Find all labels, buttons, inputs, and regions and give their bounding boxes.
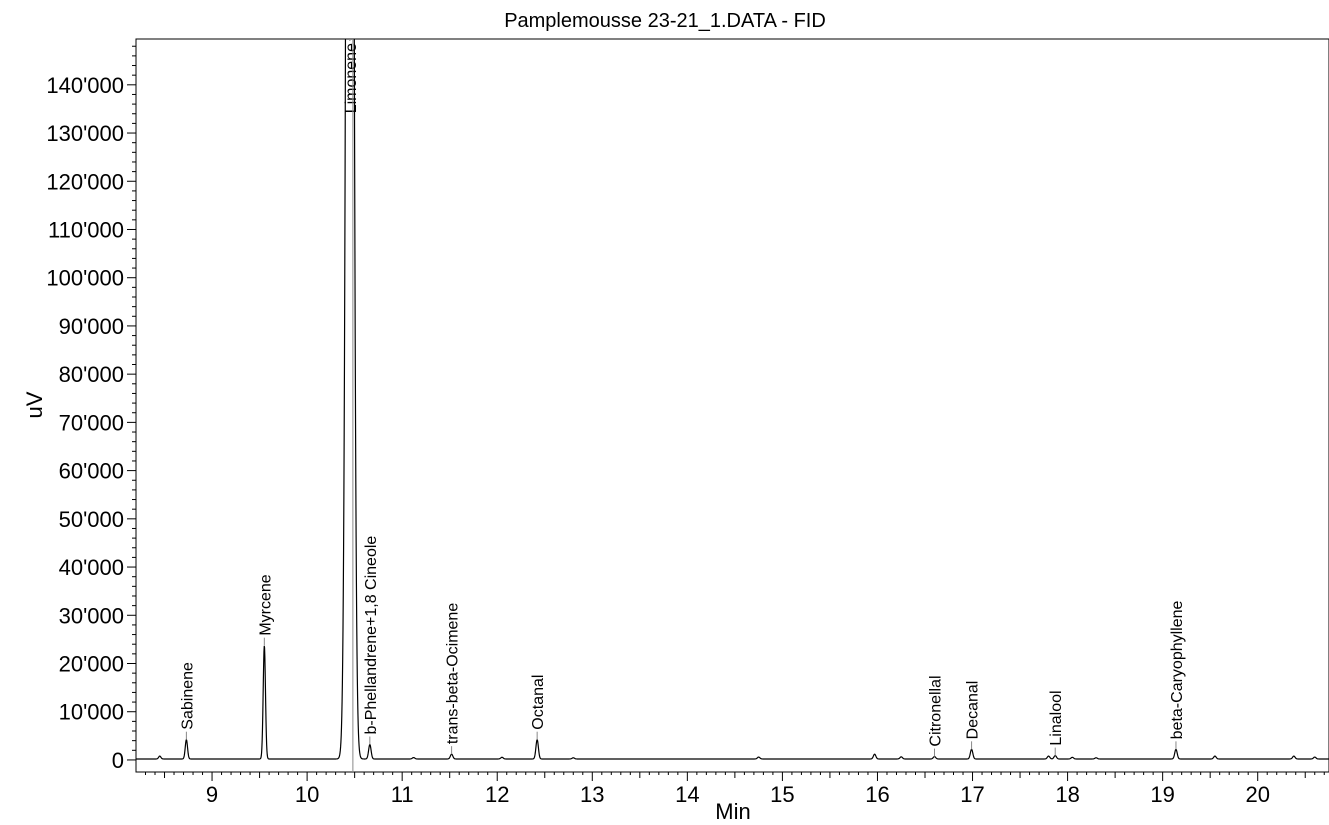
x-tick-label: 11 [391,782,414,807]
x-tick-label: 16 [865,782,889,807]
y-tick-label: 100'000 [46,266,124,291]
peak-label: Sabinene [179,662,196,730]
peak-label: Decanal [965,681,982,740]
y-tick-label: 10'000 [59,700,124,725]
peak-label: b-Phellandrene+1,8 Cineole [363,536,380,735]
peak-label: beta-Caryophyllene [1169,600,1186,739]
peak-label: Linalool [1048,690,1065,745]
y-tick-label: 30'000 [59,603,124,628]
y-tick-label: 80'000 [59,362,124,387]
x-tick-label: 10 [295,782,319,807]
x-tick-label: 13 [580,782,604,807]
peak-label: trans-beta-Ocimene [445,603,462,744]
y-axis-label: uV [22,391,47,418]
peak-label: Myrcene [257,574,274,635]
y-tick-label: 90'000 [59,314,124,339]
peak-label: Citronellal [928,675,945,746]
peak-label: Limonene [343,43,360,113]
x-tick-label: 15 [770,782,794,807]
x-axis-label: Min [715,799,750,824]
x-tick-label: 9 [206,782,218,807]
x-tick-label: 14 [675,782,699,807]
plot-frame [135,38,1329,773]
y-tick-label: 20'000 [59,651,124,676]
x-axis-ticks: 9 10 11 12 13 14 15 16 17 18 19 20 [206,772,1270,807]
chromatogram-trace [136,39,1329,760]
x-tick-label: 20 [1245,782,1269,807]
y-tick-label: 130'000 [46,121,124,146]
y-tick-label: 50'000 [59,507,124,532]
peak-label: Octanal [530,675,547,730]
peak-labels: Sabinene Myrcene Limonene b-Phellandrene+1,… [179,39,1186,772]
chart-title: Pamplemousse 23-21_1.DATA - FID [504,10,826,32]
minor-ticks [132,45,1325,778]
y-tick-label: 110'000 [48,217,124,242]
y-tick-label: 0 [112,748,124,773]
y-tick-label: 70'000 [59,410,124,435]
x-tick-label: 18 [1055,782,1079,807]
y-tick-label: 120'000 [46,169,124,194]
x-tick-label: 12 [485,782,509,807]
y-tick-label: 40'000 [59,555,124,580]
x-tick-label: 19 [1150,782,1174,807]
y-tick-label: 140'000 [46,73,124,98]
y-tick-label: 60'000 [59,459,124,484]
y-axis-ticks: 0 10'000 20'000 30'000 40'000 50'000 60'000 70'… [46,73,136,773]
x-tick-label: 17 [960,782,984,807]
trace-group [136,39,1329,760]
